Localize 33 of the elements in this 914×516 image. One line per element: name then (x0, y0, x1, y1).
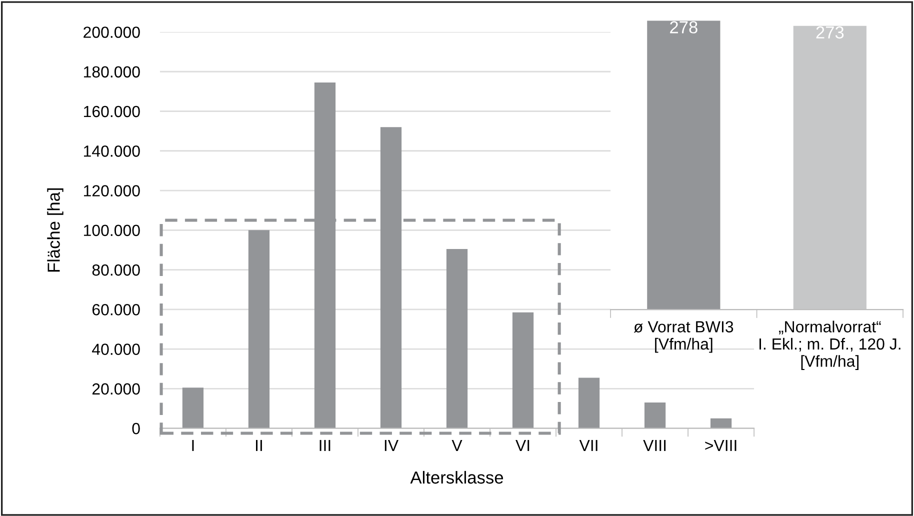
y-tick-label: 180.000 (84, 66, 140, 78)
y-axis-title: Fläche [ha] (47, 188, 64, 272)
bar (710, 418, 732, 428)
x-tick-label: VI (516, 440, 530, 451)
y-tick-label: 160.000 (84, 106, 140, 118)
bar (644, 402, 666, 428)
bar (578, 378, 600, 428)
y-tick-label: 60.000 (92, 304, 140, 316)
y-tick-label: 80.000 (92, 264, 140, 276)
y-tick-label: 140.000 (84, 146, 140, 157)
x-tick-label: VII (579, 440, 598, 451)
x-tick-label: II (256, 440, 262, 451)
x-tick-label: I (192, 440, 194, 451)
data-label: 278 (670, 21, 698, 34)
data-label: 273 (816, 26, 844, 39)
y-tick-label: 0 (132, 422, 140, 434)
y-tick-label: 100.000 (84, 224, 140, 236)
bar (446, 248, 468, 428)
y-tick-label: 200.000 (84, 26, 140, 38)
x-tick-label: III (320, 440, 330, 451)
y-tick-label: 40.000 (92, 344, 140, 355)
bar (248, 230, 270, 428)
bar (512, 312, 534, 428)
y-tick-label: 20.000 (92, 383, 140, 395)
x-tick-label: ø Vorrat BWI3 [Vfm/ha] (634, 321, 734, 353)
bar (182, 388, 204, 428)
x-tick-label: V (452, 440, 462, 451)
x-tick-label: IV (384, 440, 398, 451)
x-tick-label: >VIII (705, 440, 736, 451)
x-tick-label: „Normalvorrat“ I. Ekl.; m. Df., 120 J. [Vfm/ha] (759, 320, 900, 370)
x-tick-label: VIII (643, 440, 666, 451)
x-axis-title: Altersklasse (410, 470, 504, 484)
y-tick-label: 120.000 (84, 185, 140, 196)
